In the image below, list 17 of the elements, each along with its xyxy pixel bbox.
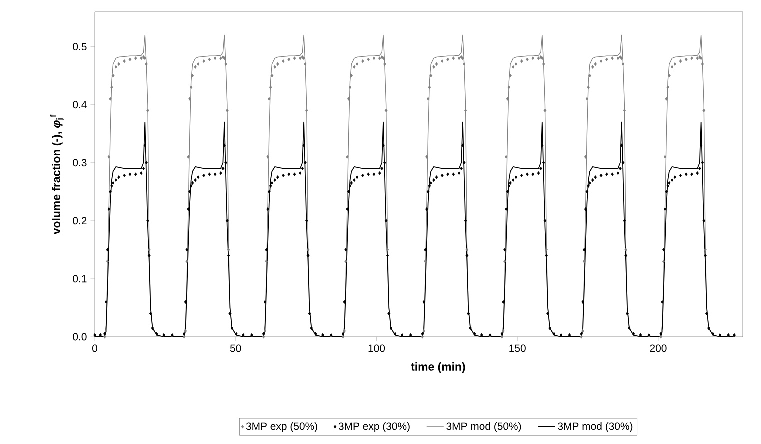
x-tick-label: 100 bbox=[368, 344, 386, 352]
y-tick-label: 0.0 bbox=[73, 333, 87, 341]
y-tick-label: 0.3 bbox=[73, 159, 87, 167]
legend-label: 3MP mod (30%) bbox=[558, 422, 633, 432]
legend-label: 3MP exp (50%) bbox=[246, 422, 318, 432]
y-axis-title: volume fraction (-), φ$_{j}$f bbox=[50, 114, 64, 235]
y-tick-label: 0.4 bbox=[73, 101, 87, 109]
y-tick-label: 0.5 bbox=[73, 43, 87, 51]
x-tick-label: 200 bbox=[650, 344, 667, 352]
x-axis-title: time (min) bbox=[411, 362, 466, 374]
y-tick-label: 0.1 bbox=[73, 275, 87, 283]
legend-label: 3MP exp (30%) bbox=[338, 422, 410, 432]
x-tick-label: 0 bbox=[92, 344, 98, 352]
legend-label: 3MP mod (50%) bbox=[446, 422, 522, 432]
x-tick-label: 50 bbox=[230, 344, 242, 352]
x-tick-label: 150 bbox=[510, 344, 526, 352]
y-tick-label: 0.2 bbox=[73, 217, 87, 225]
